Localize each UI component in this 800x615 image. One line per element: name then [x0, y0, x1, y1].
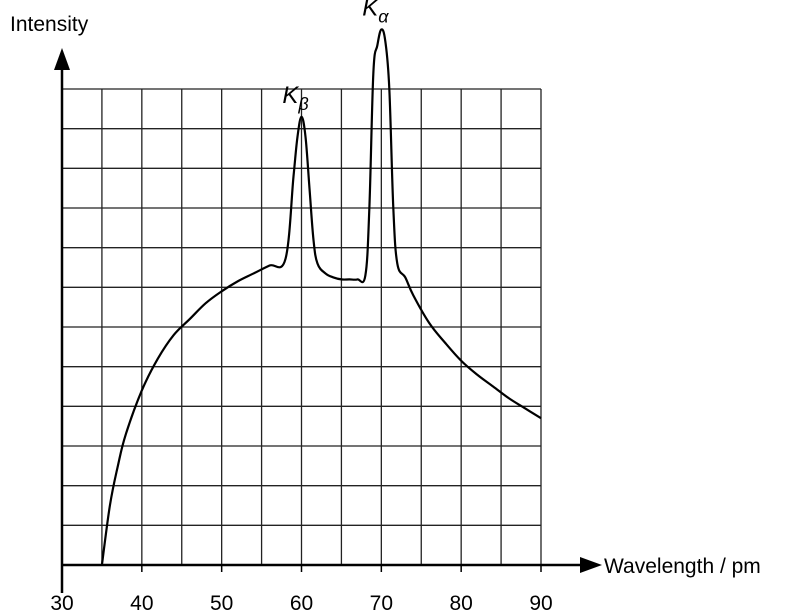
x-tick-label: 40: [130, 592, 153, 615]
peak-label-base: K: [362, 0, 379, 22]
peak-label-base: K: [282, 82, 299, 109]
peak-label-subscript: β: [297, 94, 308, 114]
spectrum-curve: [100, 28, 542, 566]
x-axis-title: Wavelength / pm: [604, 555, 761, 578]
grid: [61, 88, 542, 566]
axes: [54, 48, 602, 593]
x-tick-label: 30: [50, 592, 73, 615]
x-tick-label: 70: [370, 592, 393, 615]
y-axis-arrowhead: [54, 48, 70, 70]
plot-area: [100, 28, 542, 566]
x-tick-label: 80: [449, 592, 472, 615]
y-axis-title: Intensity: [10, 13, 89, 36]
x-axis-arrowhead: [580, 557, 602, 573]
x-tick-label: 50: [210, 592, 233, 615]
peak-label: Kβ: [282, 82, 308, 114]
peak-label: Kα: [362, 0, 389, 27]
x-tick-label: 60: [290, 592, 313, 615]
peak-label-subscript: α: [378, 7, 389, 27]
x-tick-label: 90: [529, 592, 552, 615]
x-tick-labels: 30 40 50 60 70 80 90: [50, 565, 553, 615]
